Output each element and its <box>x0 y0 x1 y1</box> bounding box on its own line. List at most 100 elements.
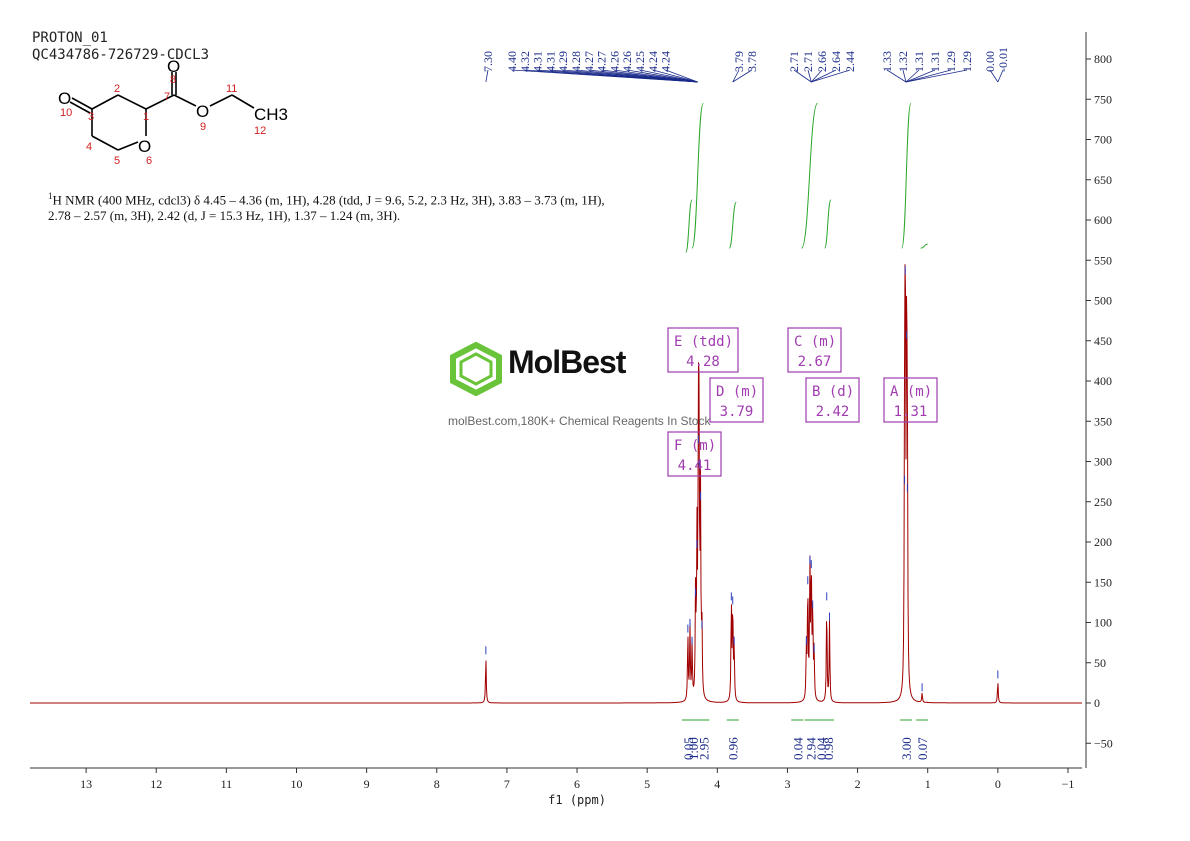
multiplet-shift: 4.41 <box>678 458 712 474</box>
peak-label: 4.25 <box>633 51 647 72</box>
integral-curve <box>728 201 737 249</box>
peak-label: 4.27 <box>595 51 609 72</box>
peak-label-connector <box>811 69 851 83</box>
atom-ch3: CH3 <box>254 105 288 124</box>
atom-num-3: 3 <box>88 111 94 123</box>
atom-o-6: O <box>138 137 151 156</box>
peak-label: 3.79 <box>732 51 746 72</box>
y-tick-label: 600 <box>1094 213 1112 227</box>
multiplet-shift: 1.31 <box>894 404 928 420</box>
peak-label-connector <box>485 69 489 83</box>
x-tick-label: 4 <box>714 777 720 791</box>
sample-id: QC434786-726729-CDCL3 <box>32 47 210 63</box>
integral-curve <box>800 102 819 249</box>
multiplet-shift: 4.28 <box>686 354 720 370</box>
multiplet-box <box>883 377 938 423</box>
peak-label: 4.24 <box>659 51 673 72</box>
multiplet-label: D (m) <box>716 384 758 400</box>
peak-label: 4.26 <box>607 51 621 72</box>
x-tick-label: 1 <box>925 777 931 791</box>
y-tick-label: 100 <box>1094 616 1112 630</box>
y-tick-label: 450 <box>1094 334 1112 348</box>
y-tick-label: 650 <box>1094 173 1112 187</box>
multiplet-box <box>805 377 860 423</box>
integral-curve <box>824 199 832 249</box>
integral-curve <box>691 102 704 249</box>
x-tick-label: 11 <box>221 777 233 791</box>
x-tick-label: 5 <box>644 777 650 791</box>
chart-axes: 13 12 11 10 9 8 7 6 5 4 3 2 1 0 −1f1 (ppm)−50050100150… <box>30 32 1113 807</box>
peak-label-connector <box>732 69 753 83</box>
peak-label: 4.32 <box>518 51 532 72</box>
integral-value: 1.00 <box>686 737 701 760</box>
multiplet-label: E (tdd) <box>674 334 733 350</box>
integral-curve <box>901 102 912 249</box>
peak-label: 4.40 <box>505 51 519 72</box>
integral-curve <box>920 243 928 249</box>
integral-value: 0.05 <box>681 737 696 760</box>
watermark-tagline: molBest.com,180K+ Chemical Reagents In S… <box>448 414 711 428</box>
isotope-superscript: 1 <box>48 191 53 201</box>
integral-value: 3.00 <box>899 737 914 760</box>
atom-num-5: 5 <box>114 155 120 167</box>
peak-label-connector <box>902 69 907 83</box>
atom-num-12: 12 <box>254 125 266 137</box>
peak-label: 1.29 <box>960 51 974 72</box>
benzene-logo-icon <box>450 341 502 397</box>
atom-o-10: O <box>58 89 71 108</box>
peak-label: 1.33 <box>880 51 894 72</box>
peak-label-connector <box>811 69 837 83</box>
integral-value: 0.96 <box>726 737 741 760</box>
peak-label-connector <box>793 69 812 83</box>
y-tick-label: 350 <box>1094 414 1112 428</box>
atom-num-1: 1 <box>143 111 149 123</box>
molecule-structure: O O O O CH3 10 3 2 1 7 8 9 11 12 4 5 6 <box>58 60 288 167</box>
peak-label: 2.66 <box>815 51 829 72</box>
integral-value: 0.04 <box>814 737 829 760</box>
peak-label-connector <box>807 69 812 83</box>
y-tick-label: 400 <box>1094 374 1112 388</box>
spectrum-trace <box>30 264 1082 704</box>
y-tick-label: 0 <box>1094 696 1100 710</box>
peak-label-connector <box>989 69 999 83</box>
x-axis-label: f1 (ppm) <box>548 793 606 807</box>
y-tick-label: 200 <box>1094 535 1112 549</box>
experiment-name: PROTON_01 <box>32 30 108 46</box>
peak-label: 2.64 <box>829 51 843 72</box>
peak-label: 4.31 <box>543 51 557 72</box>
atom-num-8: 8 <box>170 74 176 86</box>
x-tick-label: 0 <box>995 777 1001 791</box>
peak-label-connector <box>810 69 823 83</box>
peak-label: 0.00 <box>983 51 997 72</box>
atom-o-9: O <box>196 102 209 121</box>
peak-label: -0.01 <box>996 47 1010 72</box>
x-tick-label: 9 <box>364 777 370 791</box>
y-tick-label: 50 <box>1094 656 1106 670</box>
peak-label: 4.29 <box>556 51 570 72</box>
peak-label: 4.28 <box>569 51 583 72</box>
y-tick-label: 500 <box>1094 294 1112 308</box>
peak-label-connector <box>732 69 740 83</box>
watermark-brand: MolBest <box>508 344 626 380</box>
multiplet-box <box>787 327 842 373</box>
peak-label-connector <box>905 69 968 83</box>
peak-label: 7.30 <box>481 51 495 72</box>
integral-value: 2.95 <box>696 737 711 760</box>
y-tick-label: 550 <box>1094 253 1112 267</box>
x-tick-label: 12 <box>150 777 162 791</box>
peak-label-connector <box>627 69 698 83</box>
multiplet-shift: 3.79 <box>720 404 754 420</box>
spectrum-line <box>30 264 1082 704</box>
peak-label-connector <box>652 69 698 83</box>
multiplet-shift: 2.42 <box>816 404 850 420</box>
x-tick-label: 7 <box>504 777 510 791</box>
y-tick-label: 250 <box>1094 495 1112 509</box>
peak-label-connector <box>905 69 952 83</box>
spectrum-header: PROTON_01 QC434786-726729-CDCL3 <box>32 30 209 64</box>
multiplet-box <box>667 327 739 373</box>
multiplet-box <box>667 431 722 477</box>
peak-label-connector <box>997 69 1004 83</box>
peak-label-connector <box>665 69 698 83</box>
watermark-logo: MolBest <box>448 341 626 400</box>
peak-label: 1.32 <box>896 51 910 72</box>
